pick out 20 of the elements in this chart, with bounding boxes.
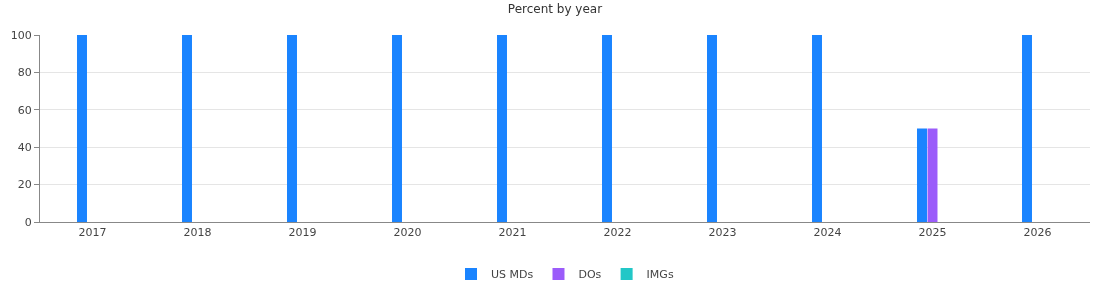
x-tick-label: 2025: [918, 226, 947, 240]
chart-title: Percent by year: [507, 1, 603, 16]
x-tick-label: 2019: [288, 226, 317, 240]
x-tick-label: 2020: [393, 226, 422, 240]
x-tick-label: 2023: [708, 226, 737, 240]
y-tick-label: 20: [17, 178, 32, 192]
x-tick-label: 2018: [183, 226, 212, 240]
legend-label: IMGs: [646, 268, 674, 282]
y-tick-label: 40: [17, 141, 32, 155]
x-tick-label: 2017: [78, 226, 107, 240]
y-tick-label: 0: [24, 215, 32, 229]
x-tick-label: 2024: [813, 226, 842, 240]
x-tick-label: 2022: [603, 226, 632, 240]
y-tick-label: 80: [17, 66, 32, 80]
y-tick-label: 100: [10, 28, 32, 42]
legend-label: DOs: [578, 268, 602, 282]
y-tick-label: 60: [17, 103, 32, 117]
legend-label: US MDs: [491, 268, 534, 282]
x-tick-label: 2021: [498, 226, 527, 240]
x-tick-label: 2026: [1023, 226, 1052, 240]
